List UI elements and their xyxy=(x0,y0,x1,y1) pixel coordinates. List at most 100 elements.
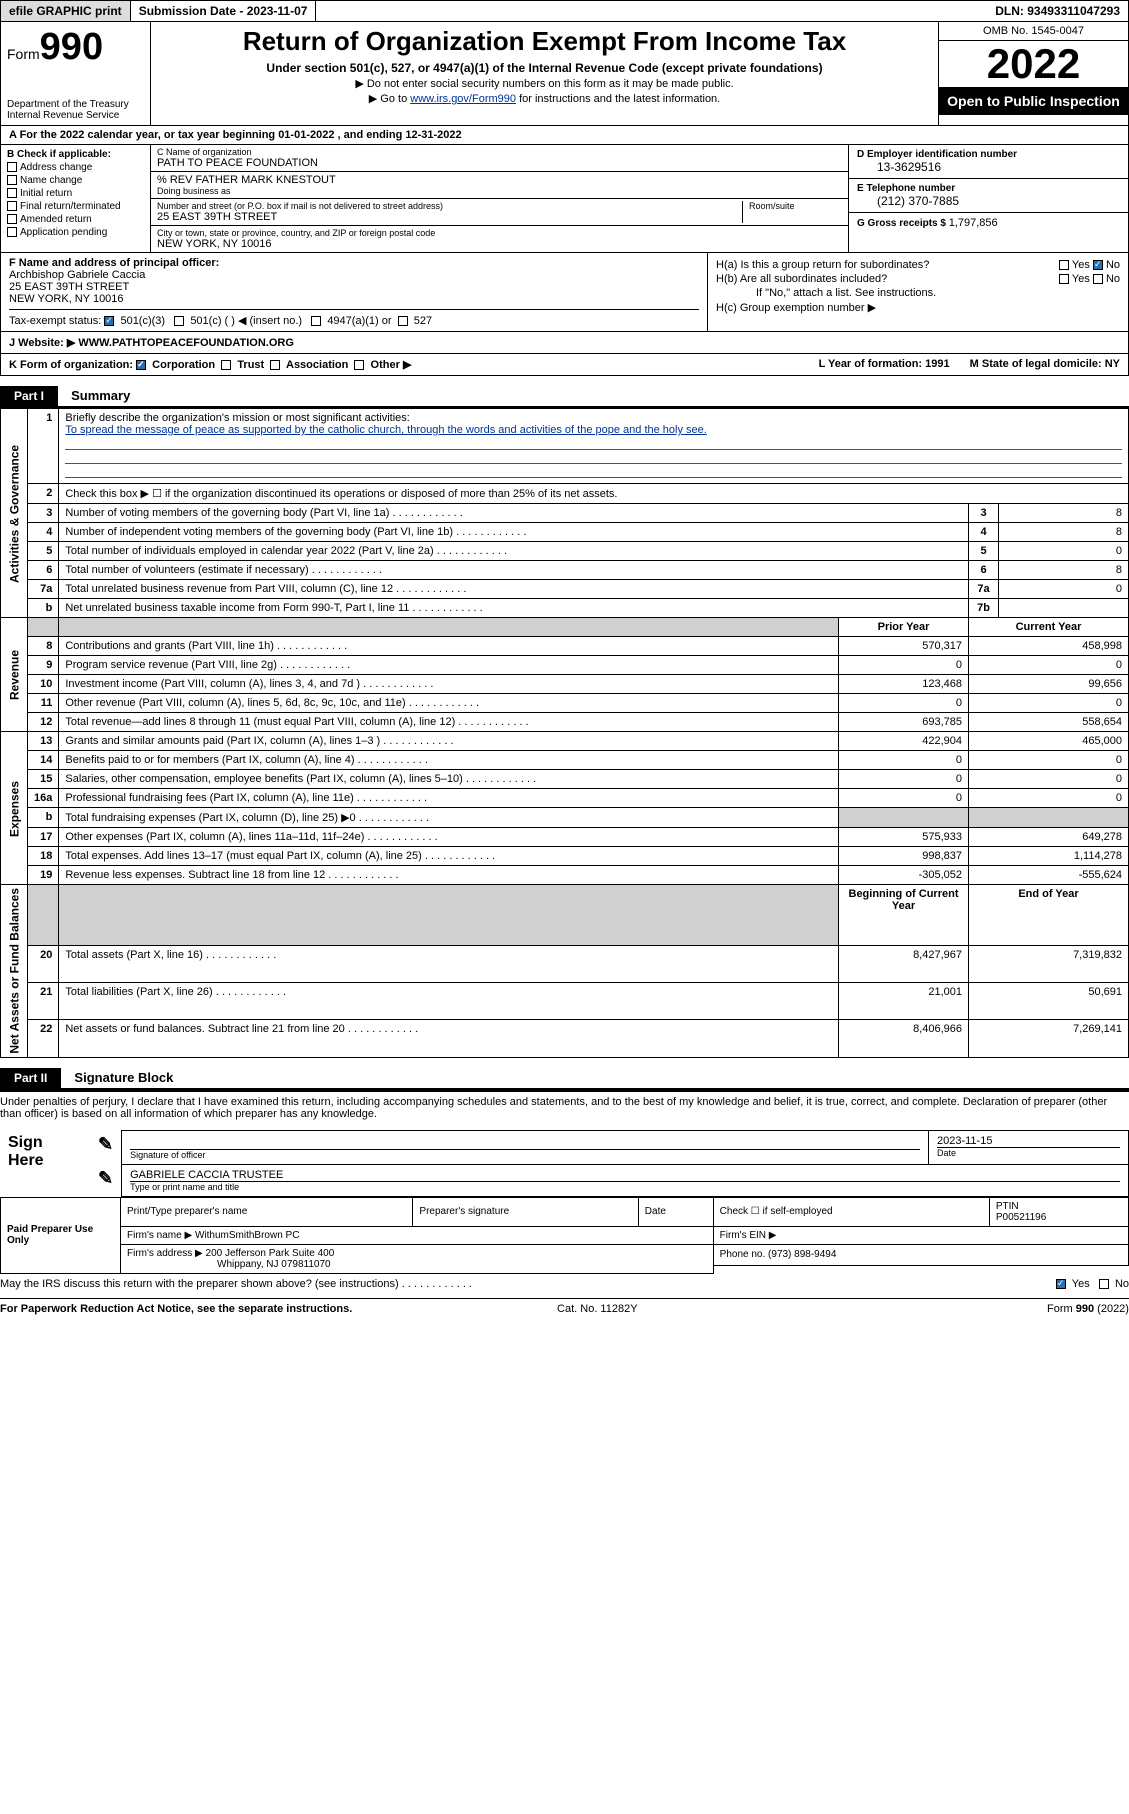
irs-label: Internal Revenue Service xyxy=(7,110,144,121)
officer-addr1: 25 EAST 39TH STREET xyxy=(9,281,699,293)
sig-name-title: GABRIELE CACCIA TRUSTEE xyxy=(130,1169,1120,1181)
dln: DLN: 93493311047293 xyxy=(987,1,1128,21)
ha-yes[interactable] xyxy=(1059,260,1069,270)
sig-date-value: 2023-11-15 xyxy=(937,1135,1120,1147)
l-label: L Year of formation: xyxy=(819,358,926,370)
website-label: J Website: ▶ xyxy=(9,337,78,349)
chk-amended-return[interactable]: Amended return xyxy=(7,214,144,225)
curr-val xyxy=(969,808,1129,828)
tax-exempt-row: Tax-exempt status: 501(c)(3) 501(c) ( ) … xyxy=(9,309,699,327)
line-num: 15 xyxy=(28,770,59,789)
omb-number: OMB No. 1545-0047 xyxy=(939,22,1128,41)
chk-initial-return[interactable]: Initial return xyxy=(7,188,144,199)
line-num: 19 xyxy=(28,866,59,885)
line-desc: Total expenses. Add lines 13–17 (must eq… xyxy=(59,847,839,866)
chk-final-return[interactable]: Final return/terminated xyxy=(7,201,144,212)
firm-addr1: 200 Jefferson Park Suite 400 xyxy=(206,1248,335,1259)
discuss-no[interactable] xyxy=(1099,1279,1109,1289)
hb-label: H(b) Are all subordinates included? xyxy=(716,273,1059,285)
chk-name-change[interactable]: Name change xyxy=(7,175,144,186)
row-j-website: J Website: ▶ WWW.PATHTOPEACEFOUNDATION.O… xyxy=(0,332,1129,354)
header-right: OMB No. 1545-0047 2022 Open to Public In… xyxy=(938,22,1128,125)
ptin-value: P00521196 xyxy=(996,1212,1046,1223)
line-desc: Benefits paid to or for members (Part IX… xyxy=(59,751,839,770)
curr-val: 649,278 xyxy=(969,828,1129,847)
chk-trust[interactable] xyxy=(221,360,231,370)
hb-yes[interactable] xyxy=(1059,274,1069,284)
ein-value: 13-3629516 xyxy=(857,160,1120,174)
topbar: efile GRAPHIC print Submission Date - 20… xyxy=(0,0,1129,22)
dba-label: Doing business as xyxy=(157,186,842,196)
chk-501c3[interactable] xyxy=(104,316,114,326)
line-desc: Revenue less expenses. Subtract line 18 … xyxy=(59,866,839,885)
line-desc: Total number of individuals employed in … xyxy=(59,542,969,561)
firm-phone: Phone no. (973) 898-9494 xyxy=(713,1244,1128,1265)
line-num: 9 xyxy=(28,656,59,675)
line1-mission: Briefly describe the organization's miss… xyxy=(59,409,1129,484)
chk-address-change[interactable]: Address change xyxy=(7,162,144,173)
block-fh: F Name and address of principal officer:… xyxy=(0,253,1129,332)
discuss-yes[interactable] xyxy=(1056,1279,1066,1289)
form-label: Form xyxy=(7,46,40,62)
lbl-501c: 501(c) ( ) ◀ (insert no.) xyxy=(190,315,302,327)
line-num: 7a xyxy=(28,580,59,599)
prep-selfemp: Check ☐ if self-employed xyxy=(713,1197,989,1226)
submission-date: Submission Date - 2023-11-07 xyxy=(131,1,317,21)
line-desc: Program service revenue (Part VIII, line… xyxy=(59,656,839,675)
chk-527[interactable] xyxy=(398,316,408,326)
subtitle-1: Under section 501(c), 527, or 4947(a)(1)… xyxy=(161,61,928,75)
ha-label: H(a) Is this a group return for subordin… xyxy=(716,259,1059,271)
col-curr: End of Year xyxy=(969,885,1129,946)
room-label: Room/suite xyxy=(749,201,842,211)
yes-label: Yes xyxy=(1072,1278,1090,1290)
blank xyxy=(59,618,839,637)
prior-val: 0 xyxy=(839,656,969,675)
line-desc: Total fundraising expenses (Part IX, col… xyxy=(59,808,839,828)
line-val: 0 xyxy=(999,542,1129,561)
prior-val: 0 xyxy=(839,770,969,789)
firm-phone-label: Phone no. xyxy=(720,1249,768,1260)
subtitle-3: ▶ Go to www.irs.gov/Form990 for instruct… xyxy=(161,92,928,105)
prior-val: 8,406,966 xyxy=(839,1020,969,1057)
ha-no[interactable] xyxy=(1093,260,1103,270)
efile-print-button[interactable]: efile GRAPHIC print xyxy=(1,1,131,21)
sig-date-cell: 2023-11-15 Date xyxy=(929,1130,1129,1164)
discuss-row: May the IRS discuss this return with the… xyxy=(0,1274,1129,1294)
line-desc: Total unrelated business revenue from Pa… xyxy=(59,580,969,599)
form990-link[interactable]: www.irs.gov/Form990 xyxy=(410,93,516,105)
line-num: 20 xyxy=(28,945,59,982)
line-desc: Net assets or fund balances. Subtract li… xyxy=(59,1020,839,1057)
line-val xyxy=(999,599,1129,618)
tax-exempt-label: Tax-exempt status: xyxy=(9,315,101,327)
no-label: No xyxy=(1106,273,1120,285)
prior-val: 8,427,967 xyxy=(839,945,969,982)
col-de: D Employer identification number 13-3629… xyxy=(848,145,1128,252)
firm-addr-label: Firm's address ▶ xyxy=(127,1248,206,1259)
chk-label: Application pending xyxy=(20,227,107,238)
curr-val: 465,000 xyxy=(969,732,1129,751)
line-num: 10 xyxy=(28,675,59,694)
line-desc: Investment income (Part VIII, column (A)… xyxy=(59,675,839,694)
chk-other[interactable] xyxy=(354,360,364,370)
pen-icon: ✎ xyxy=(98,1134,113,1154)
chk-corporation[interactable] xyxy=(136,360,146,370)
prior-val: 0 xyxy=(839,694,969,713)
sub3-post: for instructions and the latest informat… xyxy=(516,93,720,105)
sub3-pre: ▶ Go to xyxy=(369,93,410,105)
chk-association[interactable] xyxy=(270,360,280,370)
chk-application-pending[interactable]: Application pending xyxy=(7,227,144,238)
line-val: 0 xyxy=(999,580,1129,599)
chk-4947a1[interactable] xyxy=(311,316,321,326)
row-l: L Year of formation: 1991 xyxy=(819,358,950,371)
ein-label: D Employer identification number xyxy=(857,149,1120,160)
col-h: H(a) Is this a group return for subordin… xyxy=(708,253,1128,331)
footer-left: For Paperwork Reduction Act Notice, see … xyxy=(0,1303,352,1315)
pen-icon: ✎ xyxy=(98,1168,113,1188)
prior-val: 0 xyxy=(839,751,969,770)
curr-val: 50,691 xyxy=(969,983,1129,1020)
form-number: Form990 xyxy=(7,26,144,69)
hb-no[interactable] xyxy=(1093,274,1103,284)
line-desc: Total revenue—add lines 8 through 11 (mu… xyxy=(59,713,839,732)
chk-501c[interactable] xyxy=(174,316,184,326)
firm-addr-row: Firm's address ▶ 200 Jefferson Park Suit… xyxy=(121,1244,714,1273)
